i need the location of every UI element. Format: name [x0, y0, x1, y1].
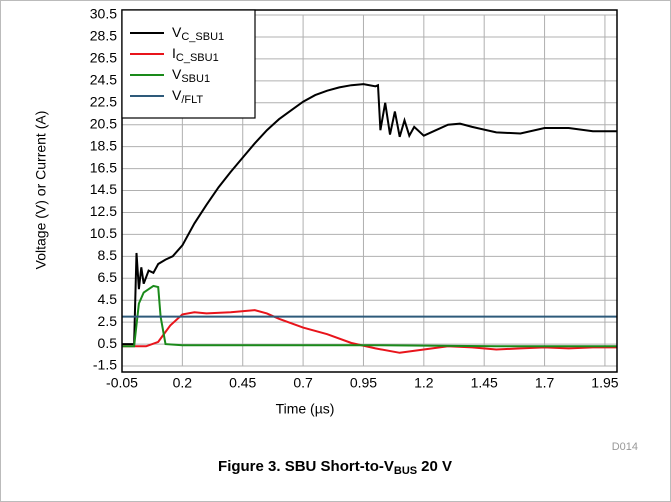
- plot-frame: [121, 9, 618, 373]
- y-tick-label: 12.5: [90, 203, 117, 219]
- legend-name: V: [172, 87, 182, 103]
- series-line: [122, 83, 617, 346]
- legend-sub: C_SBU1: [176, 52, 219, 64]
- annotation: D014: [612, 441, 638, 453]
- legend-sub: C_SBU1: [181, 31, 224, 43]
- chart-title: Figure 3. SBU Short-to-VBUS 20 V: [218, 458, 452, 477]
- x-axis-label: Time (µs): [276, 401, 335, 417]
- y-tick-label: 24.5: [90, 72, 117, 88]
- y-tick-label: 20.5: [90, 115, 117, 131]
- legend-name: V: [172, 24, 182, 40]
- y-tick-label: 10.5: [90, 225, 117, 241]
- legend-name: V: [172, 66, 182, 82]
- legend-label: IC_SBU1: [172, 45, 219, 64]
- y-tick-label: 6.5: [98, 269, 118, 285]
- y-tick-label: 8.5: [98, 247, 118, 263]
- legend-label: V/FLT: [172, 87, 203, 106]
- y-tick-label: 28.5: [90, 28, 117, 44]
- x-tick-label: 1.45: [471, 375, 498, 391]
- legend-label: VSBU1: [172, 66, 210, 85]
- x-tick-label: -0.05: [106, 375, 138, 391]
- legend-sub: SBU1: [181, 73, 210, 85]
- y-tick-label: -1.5: [93, 357, 117, 373]
- x-tick-label: 0.2: [173, 375, 193, 391]
- x-tick-label: 1.7: [535, 375, 555, 391]
- x-tick-label: 0.45: [229, 375, 256, 391]
- legend-box: [121, 9, 256, 119]
- y-tick-label: 0.5: [98, 335, 118, 351]
- y-tick-label: 30.5: [90, 6, 117, 22]
- y-axis-label: Voltage (V) or Current (A): [33, 111, 49, 270]
- series-line: [122, 309, 617, 354]
- x-tick-label: 1.2: [414, 375, 434, 391]
- title-sub: BUS: [394, 465, 417, 477]
- y-tick-label: 16.5: [90, 159, 117, 175]
- title-main: Figure 3. SBU Short-to-V: [218, 458, 394, 475]
- x-tick-label: 0.7: [293, 375, 313, 391]
- title-end: 20 V: [421, 458, 452, 475]
- legend-name: I: [172, 45, 176, 61]
- y-tick-label: 14.5: [90, 181, 117, 197]
- y-tick-label: 26.5: [90, 50, 117, 66]
- y-tick-label: 22.5: [90, 93, 117, 109]
- series-line: [122, 284, 617, 348]
- x-tick-label: 0.95: [350, 375, 377, 391]
- y-tick-label: 4.5: [98, 291, 118, 307]
- legend-label: VC_SBU1: [172, 24, 224, 43]
- x-tick-label: 1.95: [591, 375, 618, 391]
- y-tick-label: 18.5: [90, 137, 117, 153]
- y-tick-label: 2.5: [98, 313, 118, 329]
- legend-sub: /FLT: [181, 94, 203, 106]
